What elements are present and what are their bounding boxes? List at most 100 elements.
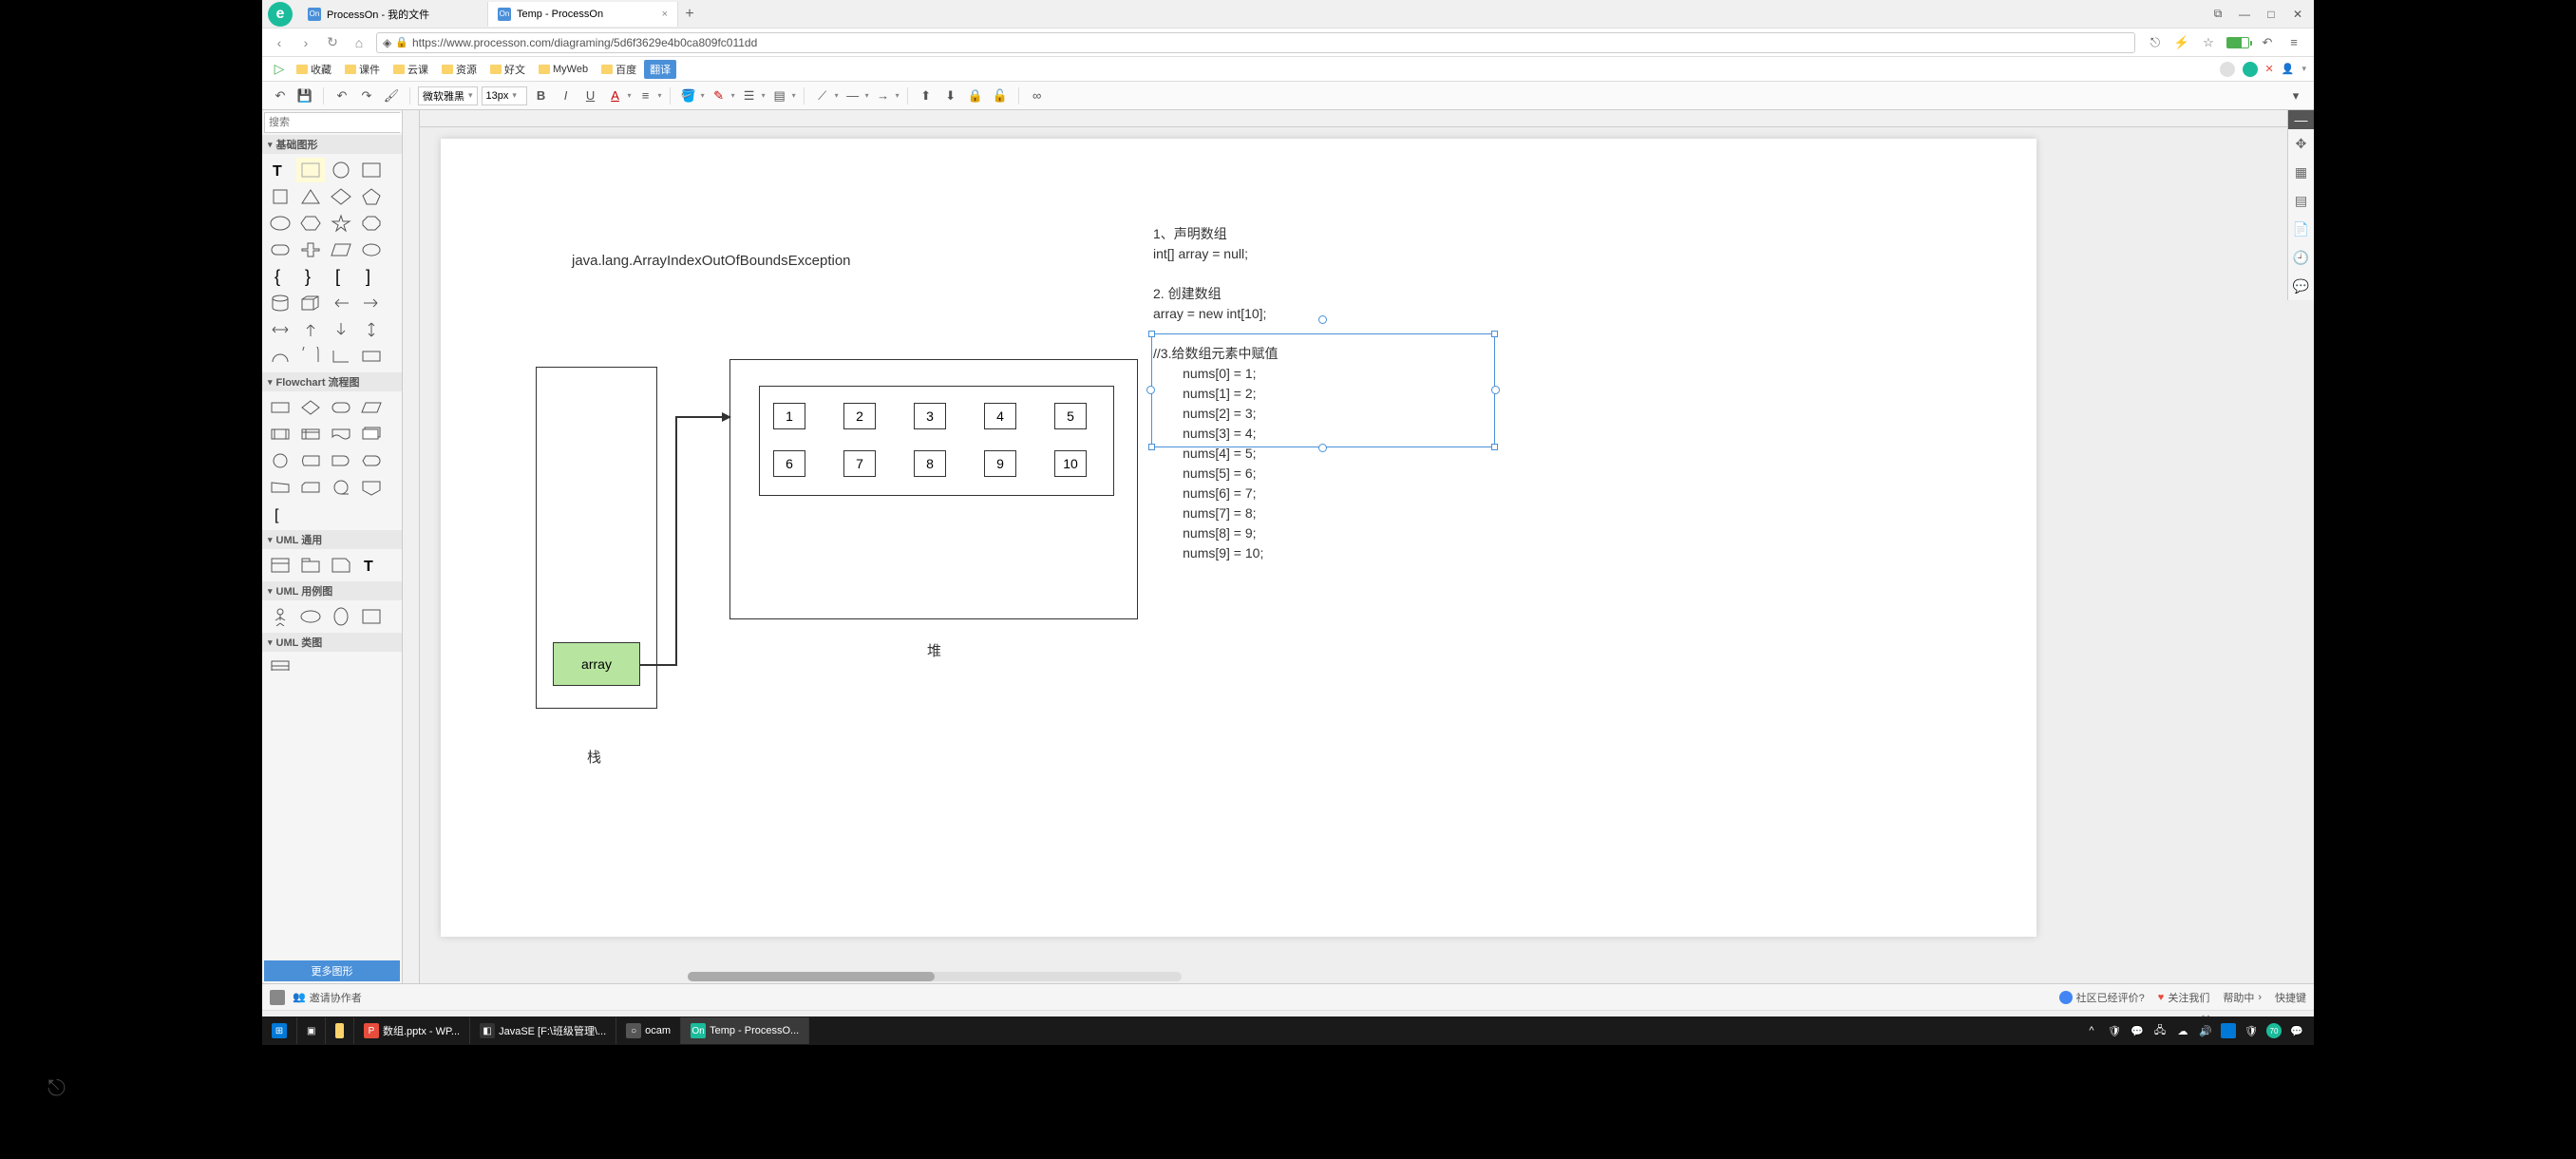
italic-icon[interactable]: I	[556, 86, 577, 106]
selection-rotate-handle[interactable]	[1318, 315, 1327, 324]
avatar-icon[interactable]	[2220, 62, 2235, 77]
taskbar-item-ide[interactable]: ◧JavaSE [F:\班级管理\...	[470, 1017, 616, 1044]
shape-text[interactable]: T	[266, 158, 294, 182]
shape-triangle[interactable]	[296, 184, 325, 209]
bookmark-item[interactable]: 课件	[339, 60, 386, 79]
start-button[interactable]: ⊞	[262, 1017, 297, 1044]
line-width-icon[interactable]: ☰	[739, 86, 760, 106]
fc-card[interactable]	[296, 475, 325, 500]
array-cell-6[interactable]: 6	[773, 450, 805, 477]
array-variable-box[interactable]: array	[553, 642, 640, 686]
shape-note[interactable]	[296, 158, 325, 182]
bookmark-item[interactable]: 资源	[436, 60, 483, 79]
shape-arc2[interactable]	[296, 344, 325, 369]
share-icon[interactable]: ⎋	[2147, 35, 2164, 50]
nav-back-icon[interactable]: ‹	[270, 33, 289, 52]
user-green-icon[interactable]: 👤	[2282, 63, 2295, 75]
shape-parallelogram[interactable]	[327, 238, 355, 262]
help-link[interactable]: 帮助中›	[2223, 990, 2262, 1005]
fc-data[interactable]	[357, 395, 386, 420]
lock-icon[interactable]: 🔒	[965, 86, 986, 106]
selection-rotate-handle[interactable]	[1318, 444, 1327, 452]
url-input[interactable]: ◈ 🔒 https://www.processon.com/diagraming…	[376, 32, 2135, 53]
shape-brace-r[interactable]: }	[296, 264, 325, 289]
uml-class[interactable]	[266, 553, 294, 578]
fc-document[interactable]	[327, 422, 355, 446]
fc-terminator[interactable]	[327, 395, 355, 420]
fc-decision[interactable]	[296, 395, 325, 420]
follow-link[interactable]: ♥关注我们	[2158, 990, 2210, 1005]
tray-360-icon[interactable]: 70	[2266, 1023, 2282, 1038]
bookmark-item[interactable]: 收藏	[291, 60, 337, 79]
tray-vol-icon[interactable]: 🔊	[2198, 1023, 2213, 1038]
fc-multi[interactable]	[357, 422, 386, 446]
flash-icon[interactable]: ⚡	[2173, 35, 2190, 50]
fc-tape[interactable]	[327, 475, 355, 500]
taskbar-item-processon[interactable]: OnTemp - ProcessO...	[681, 1017, 809, 1044]
array-cell-7[interactable]: 7	[843, 450, 876, 477]
uml-actor[interactable]	[266, 604, 294, 629]
window-maximize-icon[interactable]: □	[2264, 8, 2278, 21]
shape-ellipse[interactable]	[266, 211, 294, 236]
shape-rect2[interactable]	[357, 344, 386, 369]
font-size-select[interactable]: 13px	[482, 86, 527, 105]
nav-forward-icon[interactable]: ›	[296, 33, 315, 52]
shape-corner[interactable]	[327, 344, 355, 369]
line-color-icon[interactable]: ✎	[709, 86, 729, 106]
selection-handle-se[interactable]	[1491, 444, 1498, 450]
link-icon[interactable]: ∞	[1027, 86, 1048, 106]
shape-pentagon[interactable]	[357, 184, 386, 209]
shape-arrow-lr[interactable]	[266, 317, 294, 342]
section-basic[interactable]: 基础图形	[262, 135, 402, 154]
uml-text[interactable]: T	[357, 553, 386, 578]
section-flowchart[interactable]: Flowchart 流程图	[262, 372, 402, 391]
scrollbar-thumb[interactable]	[688, 972, 935, 981]
uml-oval[interactable]	[327, 604, 355, 629]
line-style-icon[interactable]: ▤	[769, 86, 790, 106]
status-icon[interactable]	[2243, 62, 2258, 77]
fc-stored[interactable]	[296, 448, 325, 473]
underline-icon[interactable]: U	[580, 86, 601, 106]
shape-cylinder[interactable]	[266, 291, 294, 315]
taskbar-item-ocam[interactable]: ○ocam	[616, 1017, 681, 1044]
rt-collapse-icon[interactable]: —	[2288, 110, 2314, 129]
shape-square[interactable]	[266, 184, 294, 209]
fc-connector[interactable]	[266, 448, 294, 473]
uml-note[interactable]	[327, 553, 355, 578]
tray-shield-icon[interactable]: 🛡	[2107, 1023, 2122, 1038]
selection-handle-ne[interactable]	[1491, 331, 1498, 337]
fill-color-icon[interactable]: 🪣	[678, 86, 699, 106]
collapse-toolbar-icon[interactable]: ▾	[2285, 86, 2306, 106]
rt-history-icon[interactable]: 🕘	[2288, 243, 2314, 272]
play-icon[interactable]: ▷	[270, 60, 289, 79]
nav-home-icon[interactable]: ⌂	[350, 33, 369, 52]
shape-hexagon[interactable]	[296, 211, 325, 236]
fc-or[interactable]: [	[266, 502, 294, 526]
to-front-icon[interactable]: ⬆	[916, 86, 937, 106]
unlock-icon[interactable]: 🔓	[990, 86, 1011, 106]
shape-search[interactable]: 🔍	[264, 112, 400, 133]
shape-arrow-u[interactable]	[296, 317, 325, 342]
taskbar-item-wps[interactable]: P数组.pptx - WP...	[354, 1017, 470, 1044]
shape-bracket-r[interactable]: ]	[357, 264, 386, 289]
tray-up-icon[interactable]: ^	[2084, 1023, 2099, 1038]
redo-icon[interactable]: ↷	[356, 86, 377, 106]
array-cell-9[interactable]: 9	[984, 450, 1016, 477]
format-painter-icon[interactable]: 🖌	[381, 86, 402, 106]
uml-package[interactable]	[296, 553, 325, 578]
shape-bracket-l[interactable]: [	[327, 264, 355, 289]
window-close-icon[interactable]: ✕	[2291, 8, 2304, 21]
close-red-icon[interactable]: ✕	[2265, 63, 2274, 75]
section-uml-class[interactable]: UML 类图	[262, 633, 402, 652]
window-minimize-icon[interactable]: —	[2238, 8, 2251, 21]
selection-rotate-handle[interactable]	[1146, 386, 1155, 394]
tray-app-icon[interactable]	[2221, 1023, 2236, 1038]
connector-icon[interactable]: ⟋	[812, 86, 833, 106]
shortcut-link[interactable]: 快捷键	[2275, 990, 2306, 1005]
invite-collaborator-button[interactable]: 👥 邀请协作者	[293, 990, 362, 1005]
shape-ellipse2[interactable]	[357, 238, 386, 262]
array-cell-3[interactable]: 3	[914, 403, 946, 429]
shape-arrow-d[interactable]	[327, 317, 355, 342]
tray-notif-icon[interactable]: 💬	[2289, 1023, 2304, 1038]
canvas[interactable]: java.lang.ArrayIndexOutOfBoundsException…	[403, 110, 2314, 983]
